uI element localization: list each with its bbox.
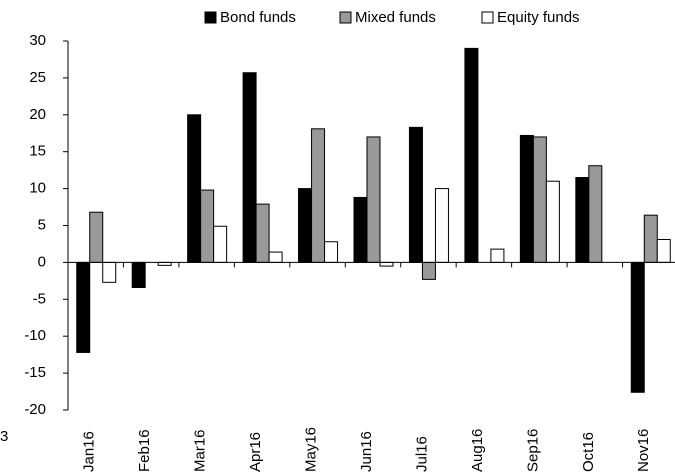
x-tick-label: Sep16 — [524, 429, 541, 472]
y-tick-label: 0 — [38, 253, 46, 270]
y-tick-label: 5 — [38, 216, 46, 233]
x-tick-label: Jan16 — [81, 431, 98, 472]
bar — [464, 47, 479, 263]
y-tick-label: -5 — [33, 290, 46, 307]
bar — [545, 180, 560, 263]
bar — [656, 239, 671, 263]
bar — [102, 261, 117, 283]
bar — [575, 177, 590, 263]
bar — [268, 251, 283, 263]
bar — [366, 136, 381, 263]
y-tick-label: 20 — [29, 106, 46, 123]
bar — [255, 203, 270, 263]
bar — [532, 136, 547, 263]
bar — [324, 241, 339, 263]
y-tick-label: 25 — [29, 69, 46, 86]
bar — [76, 261, 91, 353]
y-tick-label: -10 — [24, 327, 46, 344]
x-tick-label: May16 — [303, 427, 320, 472]
bar — [131, 261, 146, 288]
bar — [298, 188, 313, 263]
bar — [187, 114, 202, 263]
annotation: 3 — [0, 428, 8, 445]
bar — [588, 165, 603, 263]
y-tick-label: 10 — [29, 180, 46, 197]
bar — [630, 261, 645, 393]
legend-label: Equity funds — [497, 9, 580, 26]
bar — [434, 188, 449, 263]
bar — [643, 214, 658, 263]
bar — [242, 72, 257, 263]
y-tick-label: -15 — [24, 364, 46, 381]
bar — [311, 128, 326, 263]
y-tick-label: -20 — [24, 401, 46, 418]
bar — [421, 261, 436, 280]
legend-label: Bond funds — [220, 9, 296, 26]
x-tick-label: Mar16 — [192, 429, 209, 472]
legend-swatch — [204, 11, 217, 24]
bar — [89, 211, 104, 263]
x-tick-label: Jul16 — [413, 436, 430, 472]
x-tick-label: Jun16 — [358, 431, 375, 472]
bar — [353, 196, 368, 263]
bar — [379, 261, 394, 267]
x-tick-label: Oct16 — [580, 432, 597, 472]
x-tick-label: Feb16 — [136, 429, 153, 472]
legend-swatch — [481, 11, 494, 24]
bar — [519, 134, 534, 263]
x-tick-label: Apr16 — [247, 432, 264, 472]
legend-swatch — [339, 11, 352, 24]
x-tick-label: Aug16 — [469, 429, 486, 472]
x-tick-label: Nov16 — [635, 429, 652, 472]
bar — [408, 126, 423, 263]
bar — [200, 189, 215, 263]
bar — [490, 248, 505, 263]
legend-label: Mixed funds — [355, 9, 436, 26]
y-tick-label: 30 — [29, 32, 46, 49]
bar — [213, 225, 228, 263]
y-tick-label: 15 — [29, 143, 46, 160]
